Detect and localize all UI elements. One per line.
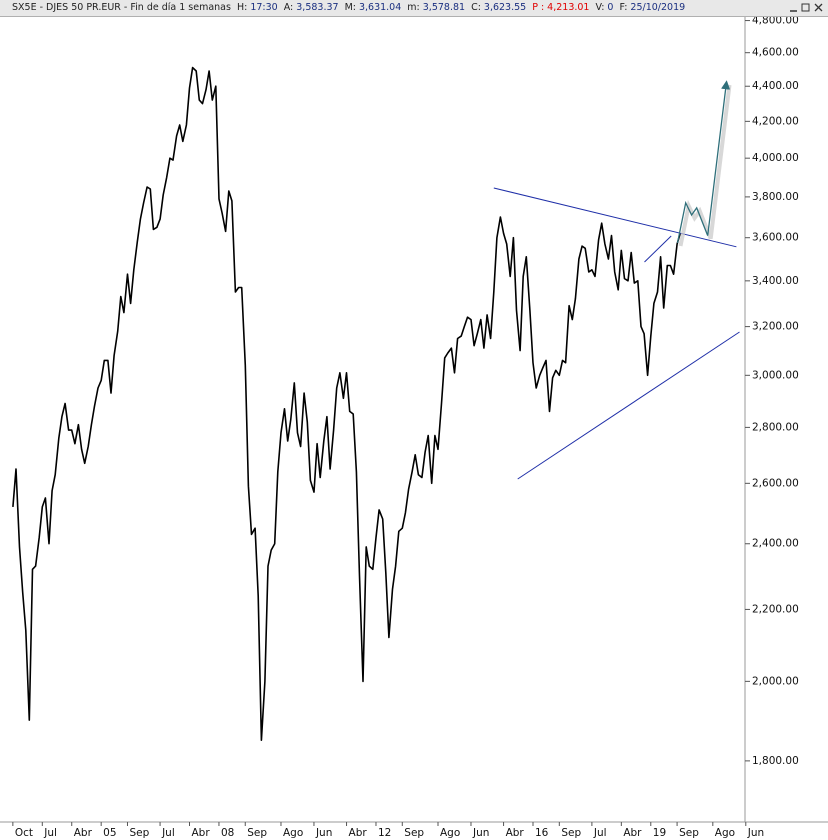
y-tick-label: 1,800.00 (752, 755, 799, 767)
x-tick-label: Jul (593, 827, 607, 839)
x-tick-label: Ago (440, 827, 460, 839)
x-tick-label: Abr (192, 827, 211, 839)
header: SX5E - DJES 50 PR.EUR - Fin de día 1 sem… (0, 0, 828, 17)
x-tick-label: Oct (15, 827, 33, 839)
forecast-arrow (676, 80, 731, 244)
trendline (493, 187, 737, 248)
x-tick-label: Jun (472, 827, 489, 839)
y-tick-label: 3,400.00 (752, 275, 799, 287)
info-value: 3,583.37 (296, 2, 339, 13)
info-value: 3,623.55 (483, 2, 527, 13)
info-value: 25/10/2019 (630, 2, 686, 13)
y-tick-label: 4,200.00 (752, 115, 799, 127)
info-value: 3,631.04 (358, 2, 402, 13)
x-tick-label: 05 (103, 827, 116, 839)
x-tick-label: Abr (74, 827, 93, 839)
info-label: F: (619, 2, 628, 13)
x-tick-label: Abr (349, 827, 368, 839)
x-tick-label: Sep (679, 827, 699, 839)
x-tick-label: Sep (247, 827, 267, 839)
x-tick-label: Jul (161, 827, 175, 839)
y-tick-label: 2,400.00 (752, 538, 799, 550)
x-tick-label: 12 (378, 827, 391, 839)
y-tick-label: 3,600.00 (752, 232, 799, 244)
info-value: 3,578.81 (422, 2, 466, 13)
y-tick-label: 2,200.00 (752, 603, 799, 615)
trendline (517, 331, 740, 480)
x-tick-label: Ago (283, 827, 303, 839)
info-label: A: (283, 2, 294, 13)
info-value: 17:30 (250, 2, 278, 13)
info-label: C: (471, 2, 481, 13)
close-button[interactable] (814, 3, 823, 12)
x-tick-label: Sep (404, 827, 424, 839)
y-tick-label: 4,800.00 (752, 15, 799, 27)
y-tick-label: 3,200.00 (752, 321, 799, 333)
y-tick-label: 3,800.00 (752, 191, 799, 203)
price-line (12, 66, 681, 741)
y-tick-label: 2,600.00 (752, 477, 799, 489)
forecast-shadow (678, 84, 732, 247)
y-tick-label: 4,600.00 (752, 47, 799, 59)
x-tick-label: Jun (315, 827, 332, 839)
info-label: V: (595, 2, 605, 13)
y-tick-label: 4,000.00 (752, 152, 799, 164)
x-tick-label: Sep (129, 827, 149, 839)
x-tick-label: Jun (747, 827, 764, 839)
info-label: m: (407, 2, 420, 13)
plot-area (0, 17, 745, 822)
x-tick-label: Sep (561, 827, 581, 839)
chart-title: SX5E - DJES 50 PR.EUR - Fin de día 1 sem… (12, 2, 231, 13)
info-label: H: (236, 2, 248, 13)
x-tick-label: 08 (221, 827, 234, 839)
x-tick-label: Ago (715, 827, 735, 839)
window-controls (790, 3, 823, 12)
y-tick-label: 3,000.00 (752, 369, 799, 381)
info-label: M: (344, 2, 356, 13)
y-tick-label: 2,000.00 (752, 675, 799, 687)
info-label: P : (532, 2, 545, 13)
trendline (644, 235, 672, 263)
y-tick-label: 2,800.00 (752, 421, 799, 433)
x-tick-label: Jul (43, 827, 57, 839)
maximize-button[interactable] (801, 3, 810, 12)
x-tick-label: 19 (653, 827, 666, 839)
y-tick-label: 4,400.00 (752, 80, 799, 92)
x-tick-label: 16 (535, 827, 549, 839)
info-value: 4,213.01 (547, 2, 590, 13)
info-value: 0 (607, 2, 614, 13)
x-tick-label: Abr (506, 827, 525, 839)
x-tick-label: Abr (623, 827, 642, 839)
